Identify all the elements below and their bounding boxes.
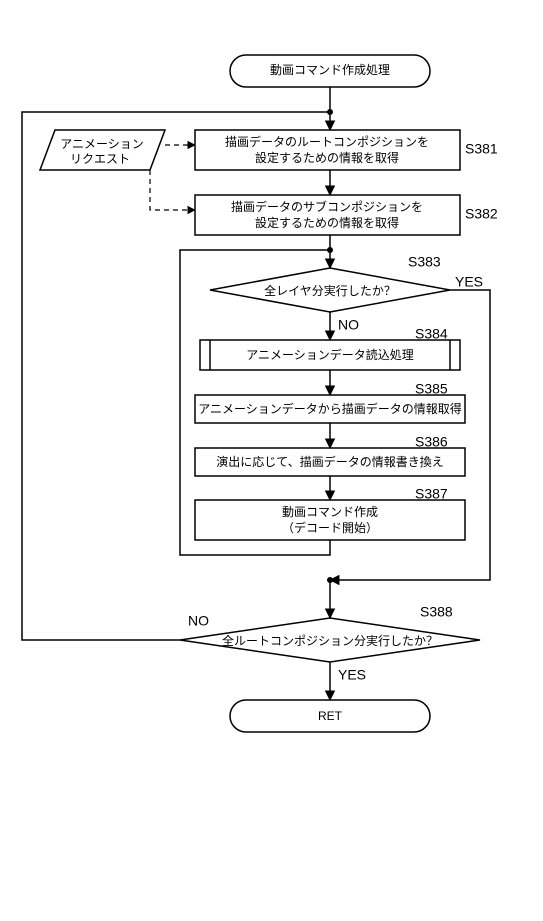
process-s381: 描画データのルートコンポジションを 設定するための情報を取得: [195, 130, 460, 170]
process-s386: 演出に応じて、描画データの情報書き換え: [195, 448, 465, 476]
decision-s388: 全ルートコンポジション分実行したか？: [180, 618, 480, 662]
s381-line2: 設定するための情報を取得: [255, 150, 399, 165]
s384-text: アニメーションデータ読込処理: [246, 347, 414, 362]
label-s385: S385: [415, 381, 448, 397]
label-s384: S384: [415, 326, 448, 342]
s383-text: 全レイヤ分実行したか？: [264, 283, 396, 298]
process-s387: 動画コマンド作成 （デコード開始）: [195, 500, 465, 540]
label-s386: S386: [415, 434, 448, 450]
s382-line1: 描画データのサブコンポジションを: [231, 199, 423, 214]
yes-branch-s383: [330, 290, 490, 580]
s381-line1: 描画データのルートコンポジションを: [225, 134, 429, 149]
s382-line2: 設定するための情報を取得: [255, 215, 399, 230]
s388-text: 全ルートコンポジション分実行したか？: [222, 633, 438, 648]
ret-text: RET: [318, 709, 343, 723]
input-box: アニメーション リクエスト: [40, 130, 165, 170]
terminator-start: 動画コマンド作成処理: [230, 55, 430, 87]
label-s388: S388: [420, 604, 453, 620]
no-branch-s388: [22, 112, 330, 640]
no-s383: NO: [338, 317, 359, 333]
terminator-title: 動画コマンド作成処理: [270, 63, 390, 77]
yes-s388: YES: [338, 667, 366, 683]
subroutine-s384: アニメーションデータ読込処理: [200, 340, 460, 370]
terminator-ret: RET: [230, 700, 430, 732]
yes-s383: YES: [455, 274, 483, 290]
process-s385: アニメーションデータから描画データの情報取得: [195, 395, 465, 423]
s385-text: アニメーションデータから描画データの情報取得: [198, 401, 462, 416]
s386-text: 演出に応じて、描画データの情報書き換え: [216, 454, 443, 469]
merge-dot: [327, 109, 333, 115]
dashed-arrow: [150, 170, 195, 210]
no-s388: NO: [188, 613, 209, 629]
label-s387: S387: [415, 486, 448, 502]
label-s383: S383: [408, 254, 441, 270]
process-s382: 描画データのサブコンポジションを 設定するための情報を取得: [195, 195, 460, 235]
input-line1: アニメーション: [60, 137, 144, 151]
s387-line2: （デコード開始）: [282, 520, 378, 535]
label-s381: S381: [465, 141, 498, 157]
input-line2: リクエスト: [70, 152, 130, 166]
decision-s383: 全レイヤ分実行したか？: [210, 268, 450, 312]
label-s382: S382: [465, 206, 498, 222]
s387-line1: 動画コマンド作成: [282, 505, 378, 519]
